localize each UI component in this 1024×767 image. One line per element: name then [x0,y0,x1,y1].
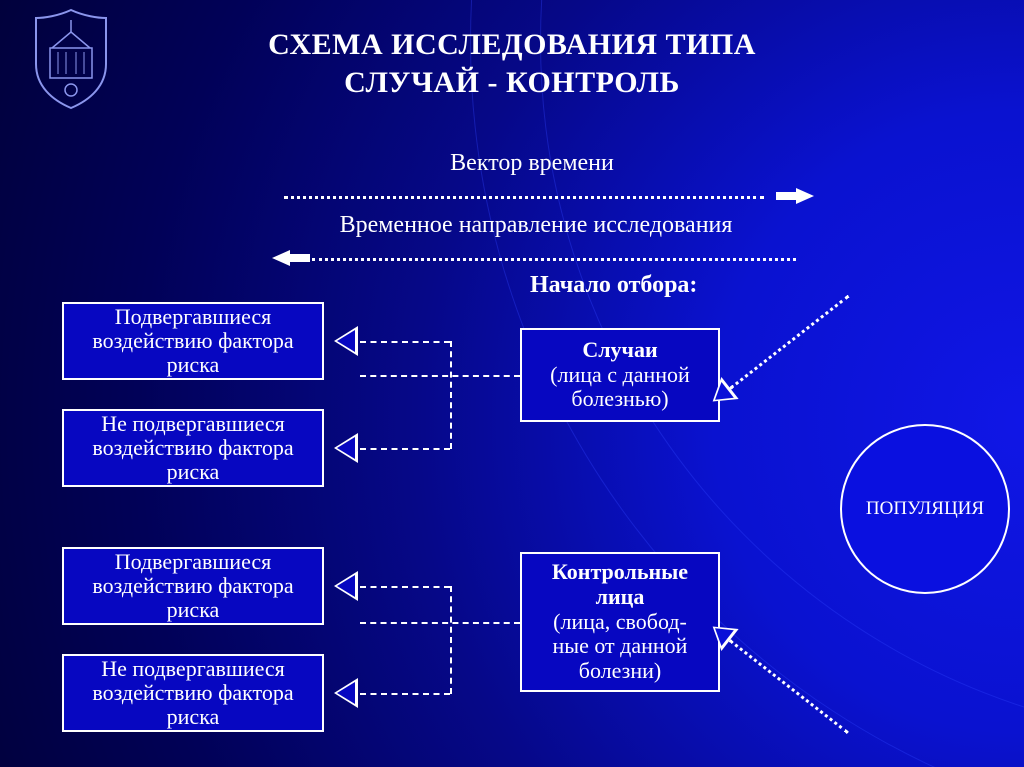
line: (лица, свобод- [553,610,687,635]
line: риска [167,353,220,377]
arrow-left-icon [334,571,358,601]
study-direction-arrow-tail [290,254,310,262]
arrow-left-icon [334,678,358,708]
line: Не подвергавшиеся [101,657,285,681]
selection-start-label: Начало отбора: [530,272,697,299]
line: (лица с данной [550,363,690,388]
line: риска [167,460,220,484]
node-cases: Случаи (лица с данной болезнью) [520,328,720,422]
line: риска [167,598,220,622]
line: болезни) [579,659,661,684]
node-exposed-cases: Подвергавшиеся воздействию фактора риска [62,302,324,380]
time-vector-arrow-tail [776,192,796,200]
connector [360,448,450,450]
connector [360,693,450,695]
connector [450,341,452,449]
connector [360,622,520,624]
line: Подвергавшиеся [115,550,272,574]
title-line-1: СХЕМА ИССЛЕДОВАНИЯ ТИПА [268,28,756,61]
line: Не подвергавшиеся [101,412,285,436]
time-vector-arrow-head [796,188,814,204]
slide-title: СХЕМА ИССЛЕДОВАНИЯ ТИПА СЛУЧАЙ - КОНТРОЛ… [0,26,1024,101]
line: Подвергавшиеся [115,305,272,329]
arrow-left-icon [334,326,358,356]
node-population: ПОПУЛЯЦИЯ [840,424,1010,594]
slide-root: СХЕМА ИССЛЕДОВАНИЯ ТИПА СЛУЧАЙ - КОНТРОЛ… [0,0,1024,767]
arrow-left-icon [334,433,358,463]
time-vector-dotted [284,196,764,199]
line: воздействию фактора [92,436,293,460]
population-label: ПОПУЛЯЦИЯ [866,498,984,520]
node-unexposed-cases: Не подвергавшиеся воздействию фактора ри… [62,409,324,487]
line: болезнью) [571,387,668,412]
time-vector-label: Вектор времени [282,150,782,177]
line: воздействию фактора [92,574,293,598]
line: воздействию фактора [92,681,293,705]
title-line-2: СЛУЧАЙ - КОНТРОЛЬ [344,66,680,99]
connector [360,375,520,377]
line: ные от данной [553,634,688,659]
line: риска [167,705,220,729]
node-unexposed-controls: Не подвергавшиеся воздействию фактора ри… [62,654,324,732]
connector [450,586,452,694]
line: Случаи [582,338,657,363]
line: Контрольные [552,560,688,585]
line: лица [596,585,645,610]
study-direction-label: Временное направление исследования [276,212,796,239]
node-controls: Контрольные лица (лица, свобод- ные от д… [520,552,720,692]
connector [360,586,450,588]
line: воздействию фактора [92,329,293,353]
study-direction-arrow-head [272,250,290,266]
connector [360,341,450,343]
node-exposed-controls: Подвергавшиеся воздействию фактора риска [62,547,324,625]
study-direction-dotted [312,258,796,261]
